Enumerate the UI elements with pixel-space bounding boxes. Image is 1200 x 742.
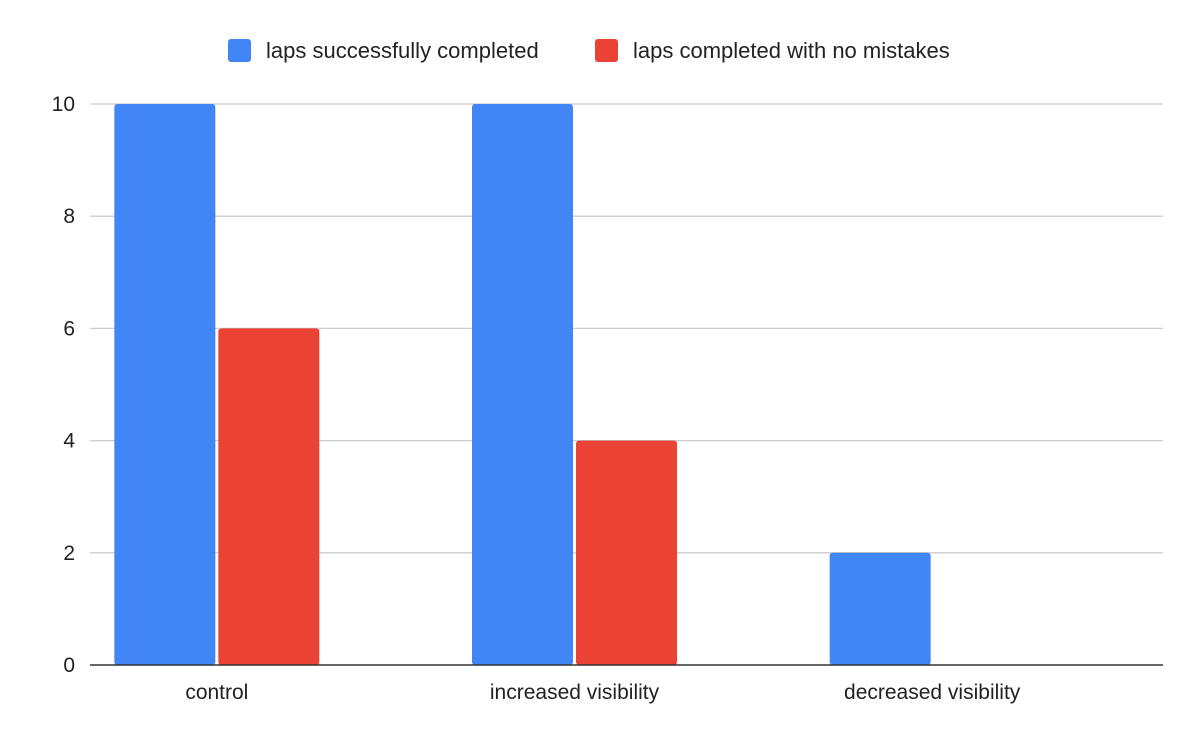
y-tick-label: 10 xyxy=(52,93,75,116)
x-tick-label: control xyxy=(185,681,248,704)
bar-laps-successfully-completed xyxy=(829,552,931,665)
y-tick-label: 2 xyxy=(63,542,75,565)
bar-laps-successfully-completed xyxy=(472,104,573,665)
legend: laps successfully completed laps complete… xyxy=(228,38,950,63)
legend-label: laps completed with no mistakes xyxy=(633,38,950,63)
x-tick-label: increased visibility xyxy=(490,681,660,704)
x-axis-tick-labels: control increased visibility decreased vis… xyxy=(185,681,1020,704)
legend-label: laps successfully completed xyxy=(266,38,539,63)
legend-swatch xyxy=(595,39,618,62)
y-tick-label: 6 xyxy=(63,317,75,340)
y-tick-label: 4 xyxy=(63,430,75,453)
x-tick-label: decreased visibility xyxy=(844,681,1021,704)
bar-laps-successfully-completed xyxy=(114,104,216,665)
y-tick-label: 0 xyxy=(63,654,75,677)
y-axis-tick-labels: 0 2 4 6 8 10 xyxy=(52,93,76,677)
bar-laps-no-mistakes xyxy=(218,328,320,665)
bar-laps-no-mistakes xyxy=(576,440,677,665)
legend-swatch xyxy=(228,39,251,62)
bars xyxy=(114,104,931,665)
y-tick-label: 8 xyxy=(63,205,75,228)
